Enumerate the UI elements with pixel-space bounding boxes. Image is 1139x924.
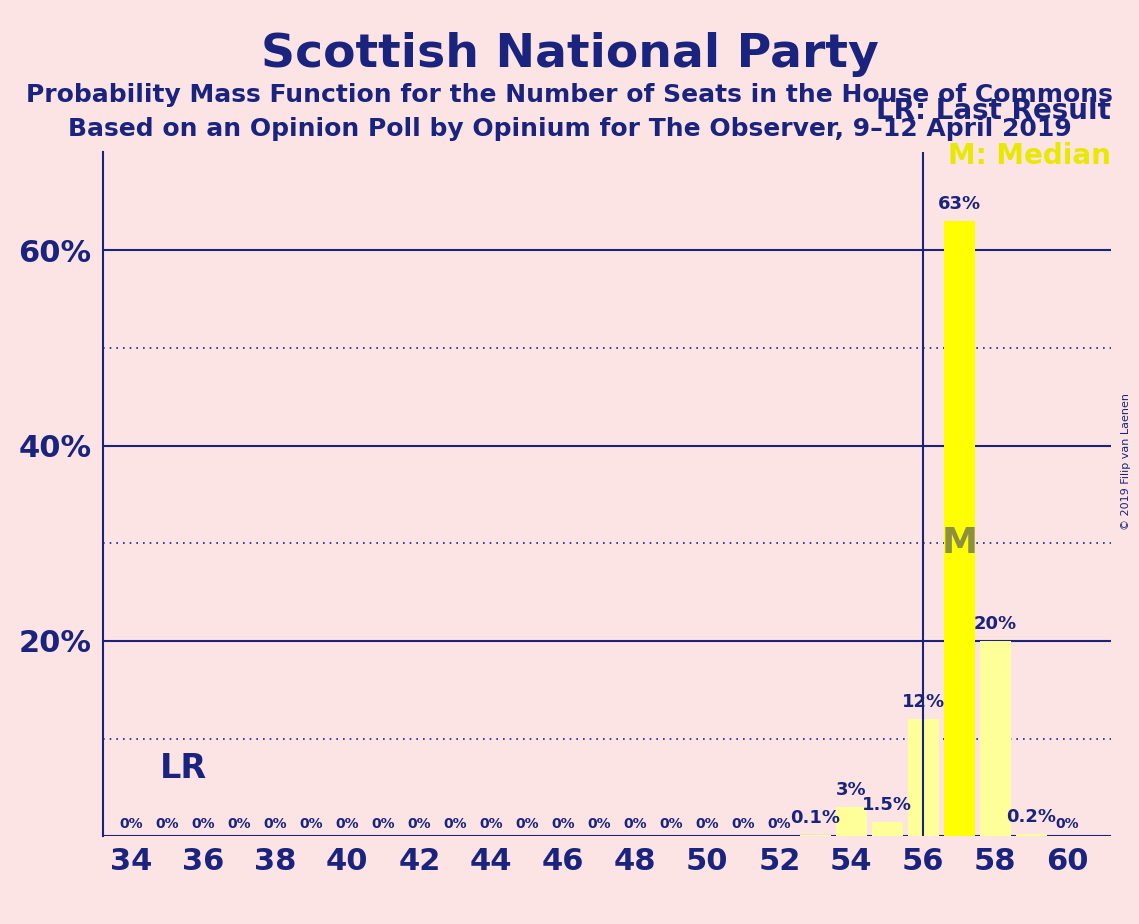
Text: 0.2%: 0.2% [1007,808,1056,826]
Bar [836,807,867,836]
Text: 0%: 0% [300,818,323,832]
Text: 0%: 0% [480,818,503,832]
Bar [1016,834,1047,836]
Text: 0%: 0% [1056,818,1079,832]
Text: 3%: 3% [836,781,867,799]
Text: 12%: 12% [902,693,945,711]
Bar [872,821,902,836]
Text: 0%: 0% [156,818,179,832]
Text: M: M [941,526,977,560]
Text: LR: Last Result: LR: Last Result [876,97,1111,125]
Text: 0%: 0% [551,818,575,832]
Bar [908,719,939,836]
Text: Scottish National Party: Scottish National Party [261,32,878,78]
Text: © 2019 Filip van Laenen: © 2019 Filip van Laenen [1121,394,1131,530]
Text: 0%: 0% [588,818,612,832]
Text: 0%: 0% [228,818,251,832]
Bar [980,641,1010,836]
Text: 0%: 0% [696,818,719,832]
Text: LR: LR [161,751,207,784]
Text: 0%: 0% [191,818,215,832]
Text: Probability Mass Function for the Number of Seats in the House of Commons: Probability Mass Function for the Number… [26,83,1113,107]
Text: Based on an Opinion Poll by Opinium for The Observer, 9–12 April 2019: Based on an Opinion Poll by Opinium for … [67,117,1072,141]
Text: 0.1%: 0.1% [790,809,841,827]
Text: 0%: 0% [623,818,647,832]
Text: 0%: 0% [263,818,287,832]
Text: M: Median: M: Median [948,141,1111,170]
Text: 0%: 0% [336,818,359,832]
Text: 63%: 63% [937,195,981,213]
Text: 0%: 0% [731,818,755,832]
Text: 0%: 0% [371,818,395,832]
Text: 0%: 0% [659,818,683,832]
Text: 0%: 0% [768,818,792,832]
Text: 20%: 20% [974,615,1017,633]
Text: 0%: 0% [408,818,432,832]
Text: 0%: 0% [120,818,144,832]
Text: 0%: 0% [516,818,539,832]
Bar [944,221,975,836]
Text: 0%: 0% [443,818,467,832]
Text: 1.5%: 1.5% [862,796,912,814]
Bar [800,835,830,836]
